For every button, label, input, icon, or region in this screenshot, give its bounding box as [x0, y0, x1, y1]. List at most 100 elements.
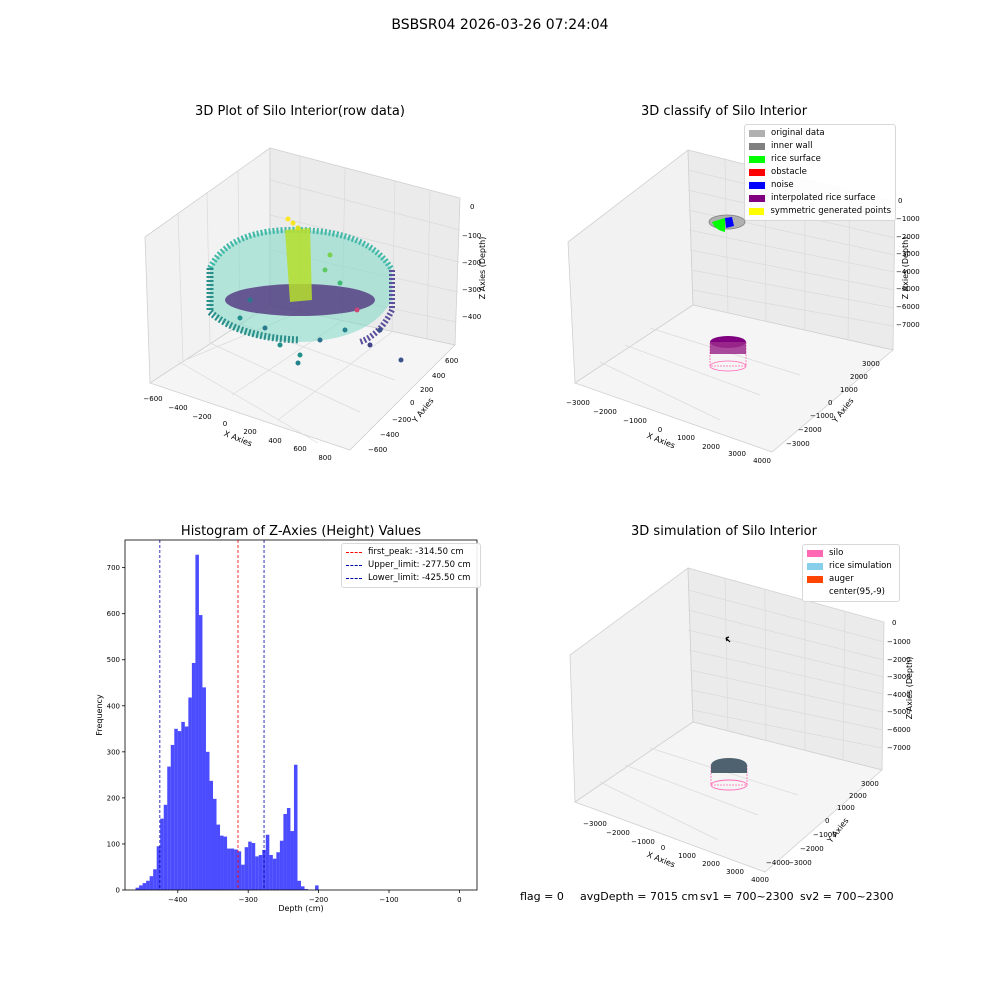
histogram-ytick-label: 400: [107, 702, 120, 710]
svg-text:0: 0: [828, 399, 832, 407]
histogram-bar: [156, 846, 161, 890]
histogram-bar: [283, 814, 287, 890]
raw-xtick: 400: [268, 437, 281, 445]
histogram-chart: −400 −300 −200 −100 0 0 100 200 300 400 500 600 700…: [95, 539, 478, 913]
histogram-bar: [272, 858, 277, 890]
raw-ytick: −600: [368, 446, 387, 454]
histogram-bar: [146, 880, 150, 890]
raw-xtick: 0: [223, 420, 227, 428]
legend-item: rice simulation: [807, 560, 895, 573]
histogram-xtick-label: −200: [309, 896, 328, 904]
svg-text:−3000: −3000: [896, 250, 920, 258]
classify-3d-plot: −3000 −2000 −1000 0 1000 2000 3000 4000 …: [566, 149, 920, 465]
legend-item: auger: [807, 573, 895, 586]
histogram-bar: [220, 835, 224, 890]
svg-text:−3000: −3000: [786, 440, 810, 448]
raw-wall-top: [207, 226, 395, 272]
histogram-x-ticks: −400 −300 −200 −100 0: [168, 890, 462, 904]
svg-text:2000: 2000: [849, 792, 867, 800]
legend-item: original data: [749, 127, 891, 140]
histogram-bar: [160, 818, 164, 890]
svg-text:2000: 2000: [702, 443, 720, 451]
histogram-bar: [205, 751, 210, 890]
raw-axis-ticks: −600 −400 −200 0 200 400 600 800 −600 −4…: [143, 203, 481, 462]
histogram-bar: [167, 766, 171, 890]
histogram-bar: [248, 841, 252, 890]
histogram-bar: [216, 824, 221, 890]
svg-text:−3000: −3000: [583, 820, 607, 828]
svg-text:1000: 1000: [837, 804, 855, 812]
raw-ztick: −400: [462, 313, 481, 321]
histogram-bar: [149, 876, 154, 890]
histogram-bar: [276, 852, 280, 890]
raw-xtick: −200: [192, 413, 211, 421]
svg-text:0: 0: [892, 619, 896, 627]
histogram-bar: [234, 849, 238, 890]
histogram-bar: [262, 849, 266, 890]
histogram-xtick-label: −100: [379, 896, 398, 904]
histogram-bar: [163, 804, 168, 890]
histogram-bar: [269, 855, 273, 890]
raw-floor-pane: [149, 304, 456, 451]
histogram-bar: [209, 780, 213, 890]
histogram-bar: [139, 885, 143, 890]
histogram-bar: [237, 851, 242, 890]
raw-xtick: 800: [318, 454, 331, 462]
histogram-bar: [184, 726, 189, 890]
svg-text:1000: 1000: [678, 852, 696, 860]
histogram-bar: [181, 721, 185, 890]
histogram-bar: [195, 554, 199, 890]
histogram-bar: [301, 886, 305, 890]
legend-item: obstacle: [749, 166, 891, 179]
legend-item: Upper_limit: -277.50 cm: [346, 559, 476, 572]
svg-text:−5000: −5000: [896, 285, 920, 293]
raw-ytick: 200: [420, 386, 433, 394]
histogram-bar: [297, 880, 301, 890]
raw-wall-front: [206, 268, 301, 344]
svg-text:−4000: −4000: [887, 691, 911, 699]
histogram-bar: [177, 731, 182, 890]
simulation-silo-bottom: [710, 779, 748, 791]
classify-plot-title: 3D classify of Silo Interior: [640, 104, 808, 119]
legend-item: interpolated rice surface: [749, 192, 891, 205]
svg-text:3000: 3000: [861, 780, 879, 788]
histogram-bar: [174, 728, 178, 890]
histogram-ytick-label: 600: [107, 610, 120, 618]
svg-text:1000: 1000: [840, 386, 858, 394]
histogram-bar: [293, 764, 298, 890]
svg-text:−2000: −2000: [800, 845, 824, 853]
histogram-bar: [191, 662, 196, 890]
svg-text:−6000: −6000: [896, 303, 920, 311]
status-sv2: sv2 = 700~2300: [800, 890, 894, 903]
histogram-ylabel: Frequency: [95, 694, 104, 736]
classify-silo-bottom: [709, 360, 747, 372]
raw-ytick: −200: [392, 416, 411, 424]
histogram-xtick-label: −400: [168, 896, 187, 904]
legend-item: symmetric generated points: [749, 205, 891, 218]
histogram-bar: [223, 836, 228, 890]
histogram-bar: [202, 687, 206, 890]
raw-ytick: 0: [410, 399, 414, 407]
histogram-bar: [170, 744, 175, 890]
raw-ztick: 0: [470, 203, 474, 211]
histogram-bar: [279, 840, 284, 890]
histogram-reference-lines: [159, 540, 265, 890]
svg-text:0: 0: [658, 426, 662, 434]
raw-peak-cluster: [285, 228, 312, 302]
simulation-plot-title: 3D simulation of Silo Interior: [631, 524, 817, 539]
legend-item: first_peak: -314.50 cm: [346, 546, 476, 559]
classify-axis-ticks: −3000 −2000 −1000 0 1000 2000 3000 4000 …: [566, 197, 920, 465]
svg-text:−7000: −7000: [896, 321, 920, 329]
histogram-bar: [230, 848, 235, 890]
svg-text:2000: 2000: [702, 860, 720, 868]
raw-zlabel: Z Axies (Depth): [478, 237, 487, 300]
histogram-bar: [135, 887, 140, 890]
raw-plot-title: 3D Plot of Silo Interior(row data): [195, 104, 405, 119]
svg-text:−1000: −1000: [813, 831, 837, 839]
raw-ytick: 400: [432, 372, 445, 380]
simulation-3d-plot: −3000 −2000 −1000 0 1000 2000 3000 4000 …: [569, 567, 914, 884]
histogram-ytick-label: 0: [116, 887, 120, 895]
raw-ztick: −100: [462, 232, 481, 240]
svg-text:2000: 2000: [850, 373, 868, 381]
raw-ytick: −400: [380, 431, 399, 439]
